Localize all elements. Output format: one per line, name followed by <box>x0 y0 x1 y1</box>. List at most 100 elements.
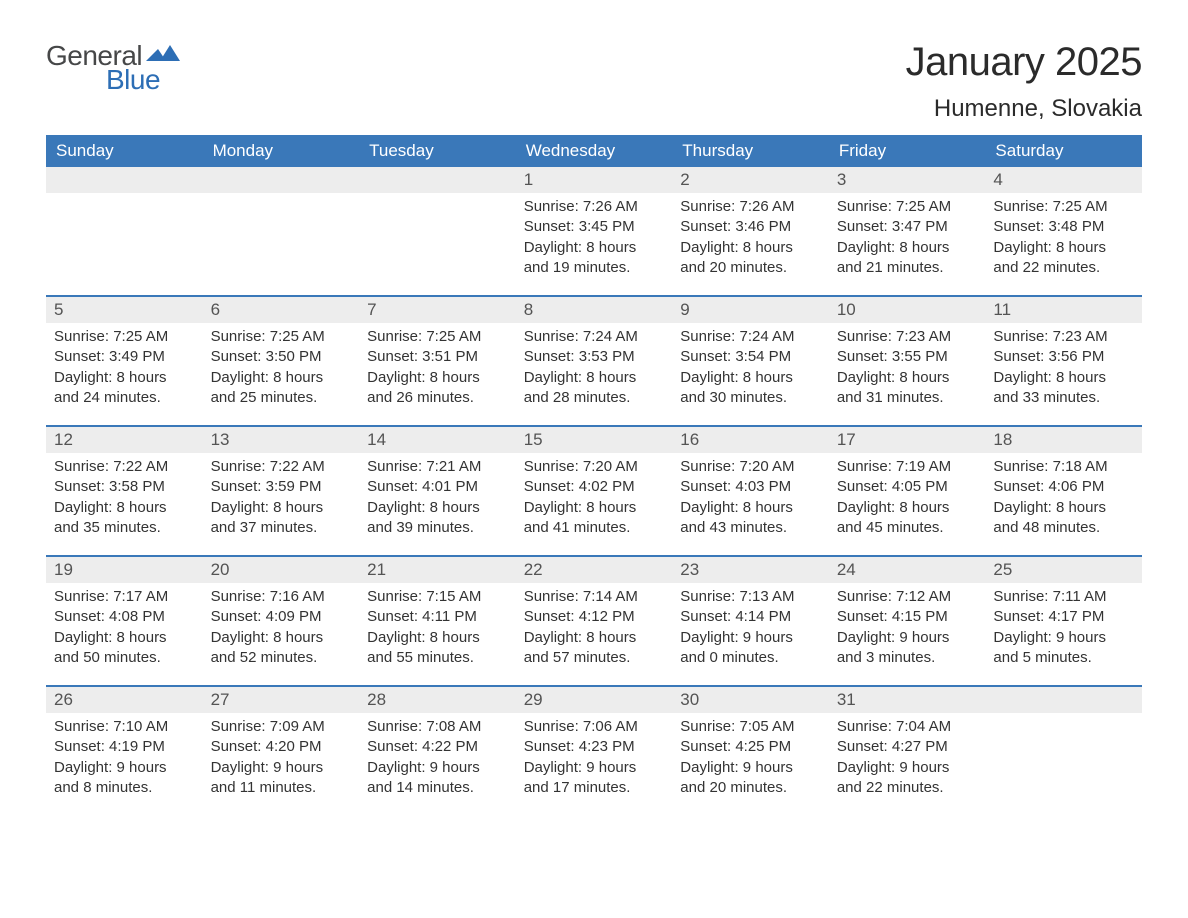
daylight-line-2: and 37 minutes. <box>211 518 352 538</box>
day-cell: 23Sunrise: 7:13 AMSunset: 4:14 PMDayligh… <box>672 557 829 685</box>
daylight-line-2: and 8 minutes. <box>54 778 195 798</box>
sunset-line: Sunset: 3:53 PM <box>524 347 665 367</box>
week-row: 12Sunrise: 7:22 AMSunset: 3:58 PMDayligh… <box>46 425 1142 555</box>
sunset-line: Sunset: 3:45 PM <box>524 217 665 237</box>
sunrise-line: Sunrise: 7:20 AM <box>524 457 665 477</box>
daylight-line-1: Daylight: 8 hours <box>524 628 665 648</box>
day-number: 16 <box>672 427 829 453</box>
weekday-header-cell: Friday <box>829 135 986 167</box>
day-cell: 12Sunrise: 7:22 AMSunset: 3:58 PMDayligh… <box>46 427 203 555</box>
day-cell: 19Sunrise: 7:17 AMSunset: 4:08 PMDayligh… <box>46 557 203 685</box>
sunrise-line: Sunrise: 7:26 AM <box>524 197 665 217</box>
day-cell: 5Sunrise: 7:25 AMSunset: 3:49 PMDaylight… <box>46 297 203 425</box>
day-cell: 20Sunrise: 7:16 AMSunset: 4:09 PMDayligh… <box>203 557 360 685</box>
daylight-line-1: Daylight: 8 hours <box>680 238 821 258</box>
day-details: Sunrise: 7:24 AMSunset: 3:54 PMDaylight:… <box>672 323 829 416</box>
sunset-line: Sunset: 3:56 PM <box>993 347 1134 367</box>
sunrise-line: Sunrise: 7:13 AM <box>680 587 821 607</box>
weekday-header-cell: Tuesday <box>359 135 516 167</box>
sunrise-line: Sunrise: 7:12 AM <box>837 587 978 607</box>
sunset-line: Sunset: 3:48 PM <box>993 217 1134 237</box>
daylight-line-1: Daylight: 8 hours <box>837 368 978 388</box>
day-number: 13 <box>203 427 360 453</box>
sunrise-line: Sunrise: 7:19 AM <box>837 457 978 477</box>
day-details: Sunrise: 7:25 AMSunset: 3:48 PMDaylight:… <box>985 193 1142 286</box>
day-details: Sunrise: 7:26 AMSunset: 3:45 PMDaylight:… <box>516 193 673 286</box>
day-number: 27 <box>203 687 360 713</box>
daylight-line-1: Daylight: 8 hours <box>367 628 508 648</box>
daylight-line-1: Daylight: 9 hours <box>837 758 978 778</box>
day-number: 31 <box>829 687 986 713</box>
day-details: Sunrise: 7:14 AMSunset: 4:12 PMDaylight:… <box>516 583 673 676</box>
daylight-line-2: and 0 minutes. <box>680 648 821 668</box>
day-cell: 16Sunrise: 7:20 AMSunset: 4:03 PMDayligh… <box>672 427 829 555</box>
daylight-line-1: Daylight: 9 hours <box>680 628 821 648</box>
sunrise-line: Sunrise: 7:25 AM <box>54 327 195 347</box>
sunset-line: Sunset: 4:02 PM <box>524 477 665 497</box>
sunset-line: Sunset: 4:01 PM <box>367 477 508 497</box>
day-details: Sunrise: 7:22 AMSunset: 3:58 PMDaylight:… <box>46 453 203 546</box>
daylight-line-2: and 52 minutes. <box>211 648 352 668</box>
daylight-line-2: and 20 minutes. <box>680 778 821 798</box>
daylight-line-2: and 21 minutes. <box>837 258 978 278</box>
day-details: Sunrise: 7:23 AMSunset: 3:56 PMDaylight:… <box>985 323 1142 416</box>
day-number: 25 <box>985 557 1142 583</box>
week-row: 5Sunrise: 7:25 AMSunset: 3:49 PMDaylight… <box>46 295 1142 425</box>
sunrise-line: Sunrise: 7:04 AM <box>837 717 978 737</box>
daylight-line-2: and 22 minutes. <box>837 778 978 798</box>
day-details: Sunrise: 7:16 AMSunset: 4:09 PMDaylight:… <box>203 583 360 676</box>
sunrise-line: Sunrise: 7:14 AM <box>524 587 665 607</box>
day-details: Sunrise: 7:17 AMSunset: 4:08 PMDaylight:… <box>46 583 203 676</box>
sunset-line: Sunset: 4:25 PM <box>680 737 821 757</box>
daylight-line-1: Daylight: 8 hours <box>54 628 195 648</box>
day-details: Sunrise: 7:20 AMSunset: 4:03 PMDaylight:… <box>672 453 829 546</box>
sunset-line: Sunset: 4:06 PM <box>993 477 1134 497</box>
sunset-line: Sunset: 3:58 PM <box>54 477 195 497</box>
sunset-line: Sunset: 4:08 PM <box>54 607 195 627</box>
sunrise-line: Sunrise: 7:10 AM <box>54 717 195 737</box>
daylight-line-1: Daylight: 9 hours <box>837 628 978 648</box>
sunrise-line: Sunrise: 7:15 AM <box>367 587 508 607</box>
day-number: 30 <box>672 687 829 713</box>
day-cell <box>46 167 203 295</box>
day-details: Sunrise: 7:25 AMSunset: 3:47 PMDaylight:… <box>829 193 986 286</box>
day-number: 11 <box>985 297 1142 323</box>
day-number: 24 <box>829 557 986 583</box>
daylight-line-1: Daylight: 8 hours <box>211 628 352 648</box>
day-details: Sunrise: 7:25 AMSunset: 3:49 PMDaylight:… <box>46 323 203 416</box>
sunrise-line: Sunrise: 7:26 AM <box>680 197 821 217</box>
daylight-line-2: and 33 minutes. <box>993 388 1134 408</box>
daylight-line-1: Daylight: 8 hours <box>54 368 195 388</box>
day-cell: 3Sunrise: 7:25 AMSunset: 3:47 PMDaylight… <box>829 167 986 295</box>
day-number: 18 <box>985 427 1142 453</box>
day-details: Sunrise: 7:25 AMSunset: 3:51 PMDaylight:… <box>359 323 516 416</box>
weekday-header-cell: Monday <box>203 135 360 167</box>
sunset-line: Sunset: 3:55 PM <box>837 347 978 367</box>
daylight-line-2: and 25 minutes. <box>211 388 352 408</box>
daylight-line-2: and 11 minutes. <box>211 778 352 798</box>
daylight-line-2: and 43 minutes. <box>680 518 821 538</box>
header: General Blue January 2025 Humenne, Slova… <box>46 40 1142 123</box>
day-cell: 4Sunrise: 7:25 AMSunset: 3:48 PMDaylight… <box>985 167 1142 295</box>
day-number: 1 <box>516 167 673 193</box>
day-number <box>203 167 360 193</box>
sunrise-line: Sunrise: 7:25 AM <box>211 327 352 347</box>
daylight-line-1: Daylight: 9 hours <box>211 758 352 778</box>
daylight-line-1: Daylight: 9 hours <box>993 628 1134 648</box>
sunset-line: Sunset: 4:15 PM <box>837 607 978 627</box>
daylight-line-1: Daylight: 9 hours <box>367 758 508 778</box>
day-cell: 31Sunrise: 7:04 AMSunset: 4:27 PMDayligh… <box>829 687 986 815</box>
daylight-line-2: and 35 minutes. <box>54 518 195 538</box>
daylight-line-1: Daylight: 8 hours <box>993 368 1134 388</box>
sunrise-line: Sunrise: 7:05 AM <box>680 717 821 737</box>
day-details: Sunrise: 7:10 AMSunset: 4:19 PMDaylight:… <box>46 713 203 806</box>
week-row: 1Sunrise: 7:26 AMSunset: 3:45 PMDaylight… <box>46 167 1142 295</box>
daylight-line-2: and 14 minutes. <box>367 778 508 798</box>
sunrise-line: Sunrise: 7:18 AM <box>993 457 1134 477</box>
daylight-line-2: and 41 minutes. <box>524 518 665 538</box>
day-cell: 28Sunrise: 7:08 AMSunset: 4:22 PMDayligh… <box>359 687 516 815</box>
day-number: 10 <box>829 297 986 323</box>
daylight-line-2: and 39 minutes. <box>367 518 508 538</box>
day-cell: 25Sunrise: 7:11 AMSunset: 4:17 PMDayligh… <box>985 557 1142 685</box>
day-cell <box>985 687 1142 815</box>
